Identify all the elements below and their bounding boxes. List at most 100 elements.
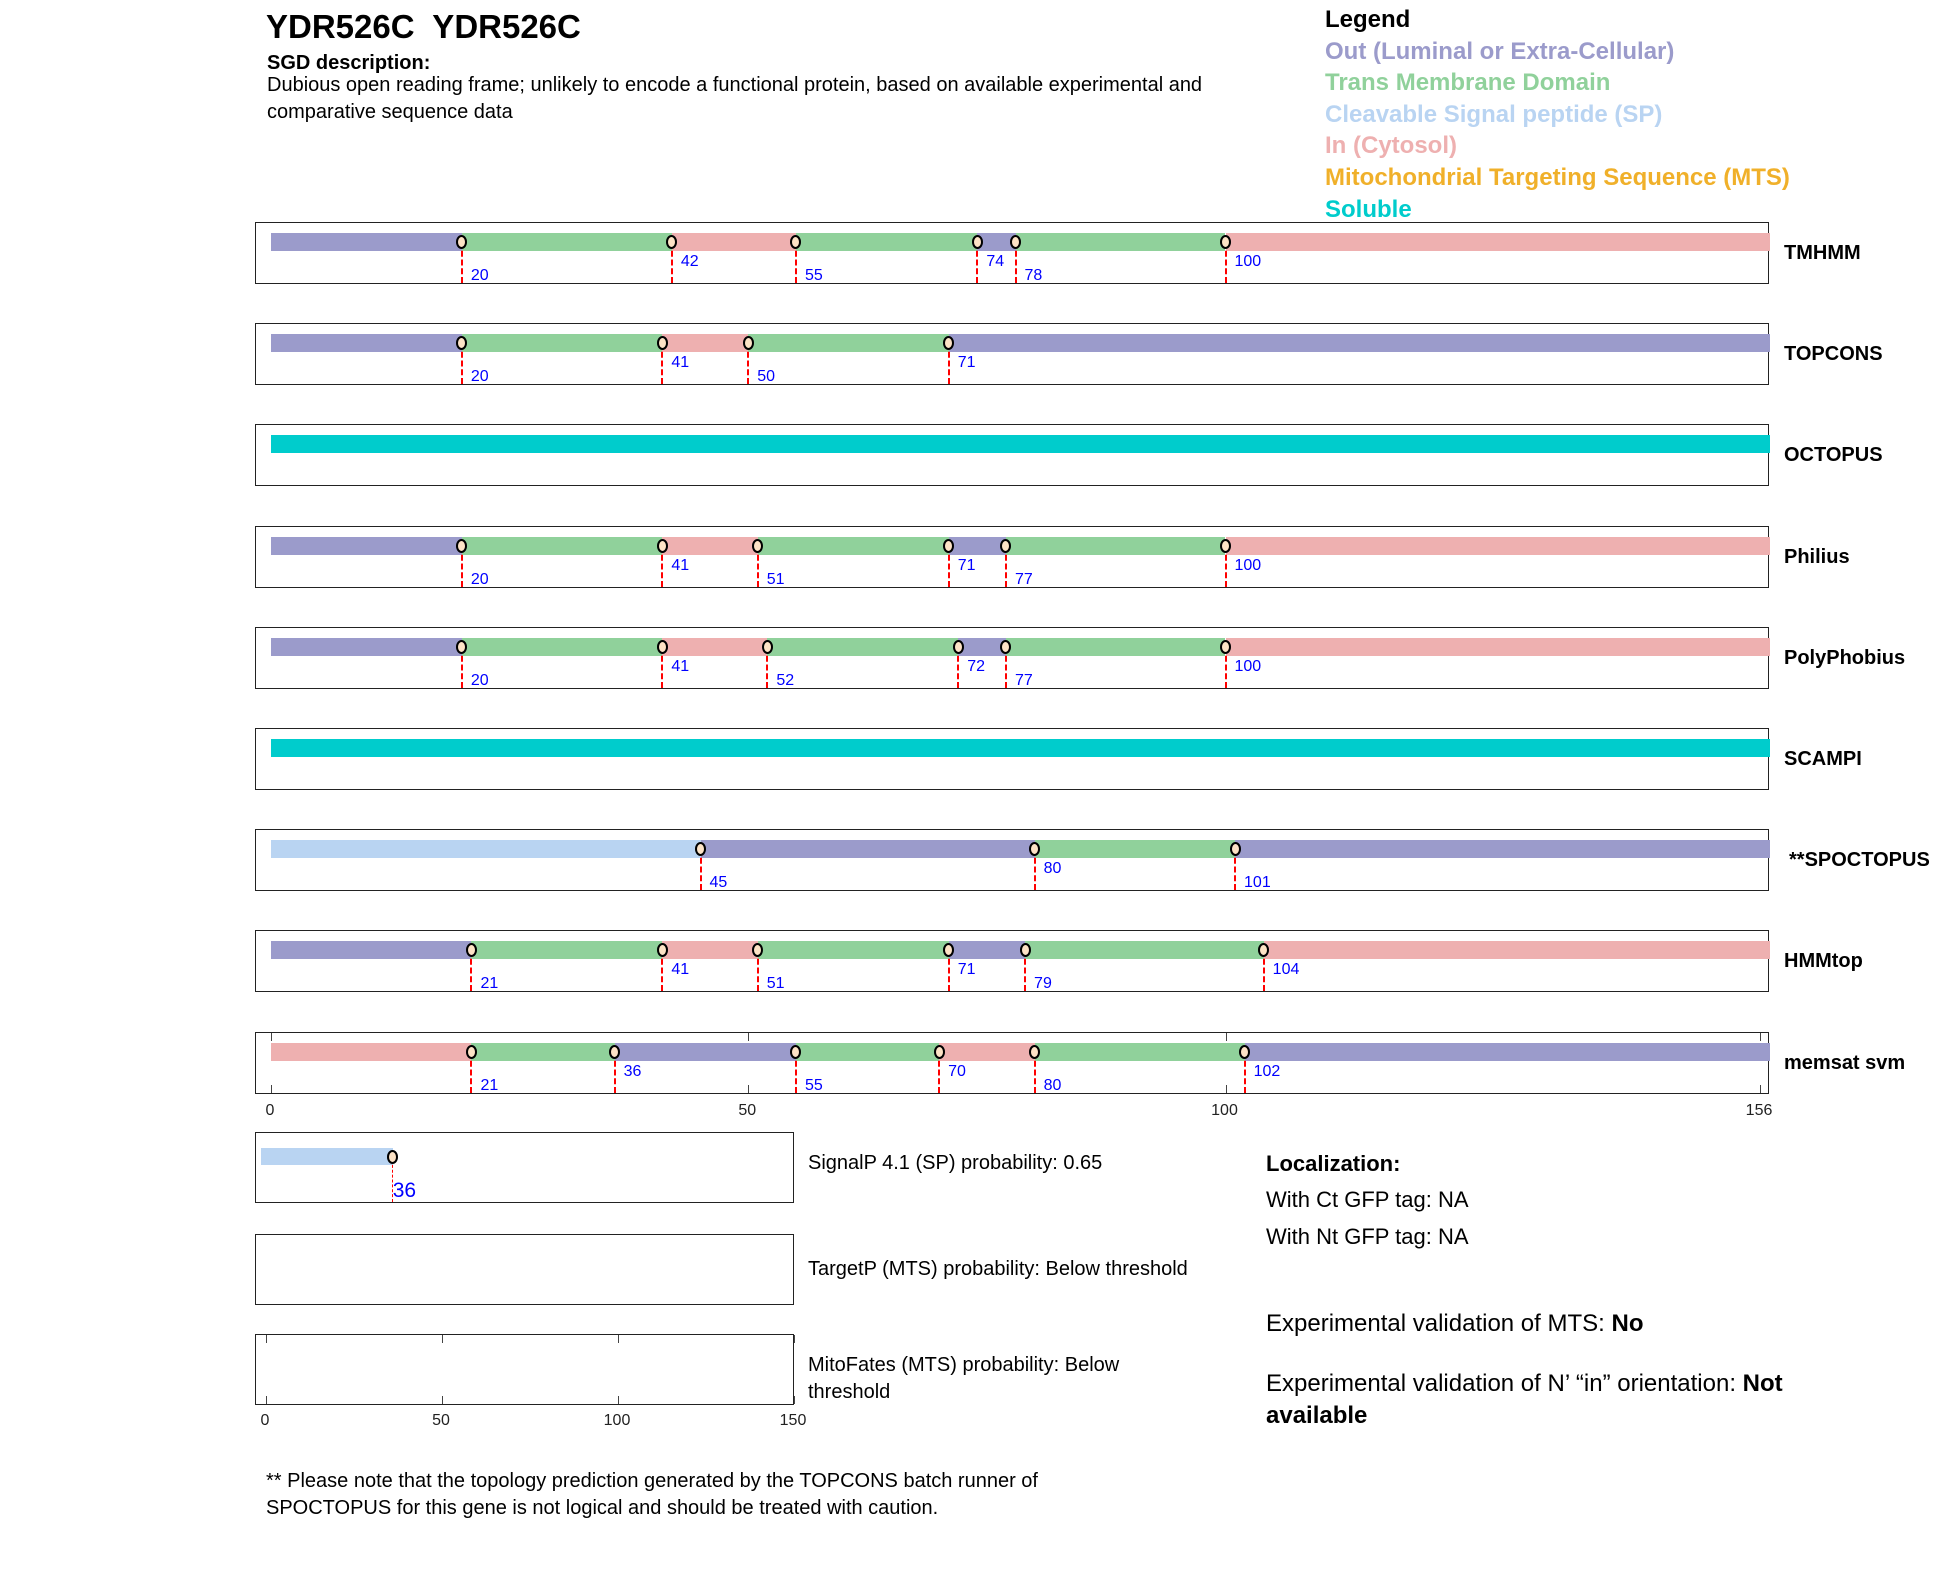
track-name-tmhmm: TMHMM	[1784, 242, 1861, 264]
mitofates-box	[255, 1334, 795, 1405]
small-axis-tick	[618, 1396, 619, 1404]
boundary-marker	[1258, 943, 1270, 958]
boundary-line	[756, 950, 759, 992]
boundary-line	[957, 646, 960, 688]
boundary-label: 36	[392, 1179, 417, 1202]
axis-tick-label: 100	[1211, 1101, 1238, 1119]
orientation-validation-label: Experimental validation of N’ “in” orien…	[1266, 1370, 1743, 1397]
track-box: 20 41 50 71	[255, 323, 1770, 386]
track-box	[255, 424, 1770, 487]
boundary-label: 79	[1034, 975, 1052, 993]
boundary-label: 78	[1024, 267, 1043, 284]
boundary-marker	[1220, 538, 1231, 553]
segment-tm	[461, 233, 672, 251]
segment-tm	[795, 233, 978, 251]
boundary-marker	[1019, 943, 1031, 958]
segment-tm	[461, 637, 663, 656]
segment-sp	[271, 840, 701, 859]
boundary-line	[670, 242, 673, 283]
small-axis-tick	[794, 1396, 795, 1404]
boundary-line	[661, 950, 664, 992]
small-axis-tick-label: 50	[432, 1412, 450, 1429]
boundary-label: 52	[776, 671, 795, 689]
boundary-label: 51	[766, 975, 785, 993]
track-box: 20 42 55 74 78 100	[255, 222, 1770, 284]
boundary-label: 102	[1253, 1062, 1281, 1080]
boundary-marker	[609, 1044, 621, 1059]
segment-in	[1225, 536, 1770, 555]
boundary-marker	[971, 235, 983, 249]
segment-in	[662, 334, 749, 353]
footnote-line-1: ** Please note that the topology predict…	[266, 1470, 1038, 1492]
legend-item-in: In (Cytosol)	[1325, 132, 1457, 160]
small-axis-tick-label: 150	[779, 1412, 807, 1429]
boundary-marker	[1029, 1044, 1041, 1059]
localization-nt: With Nt GFP tag: NA	[1266, 1224, 1469, 1249]
track-name-polyphobius: PolyPhobius	[1784, 646, 1906, 669]
axis-tick-label: 156	[1745, 1101, 1773, 1119]
boundary-label: 71	[957, 961, 976, 979]
boundary-marker	[1000, 538, 1012, 553]
boundary-marker	[952, 639, 964, 654]
axis-tick	[1760, 1032, 1762, 1041]
segment-tm	[1034, 840, 1236, 859]
small-axis-tick	[794, 1335, 795, 1343]
boundary-marker	[695, 842, 707, 857]
track-box	[255, 728, 1770, 790]
segment-out	[614, 1042, 796, 1061]
boundary-marker	[456, 336, 468, 351]
segment-out	[948, 536, 1006, 555]
boundary-marker	[656, 336, 668, 351]
boundary-line	[613, 1051, 616, 1093]
segment-out	[271, 941, 472, 960]
boundary-label: 42	[680, 253, 699, 270]
gene-title: YDR526C YDR526C	[266, 8, 581, 45]
segment-tm	[471, 941, 663, 960]
boundary-marker	[790, 1044, 802, 1059]
boundary-line	[1033, 849, 1036, 891]
mitofates-text-2: threshold	[808, 1381, 891, 1403]
boundary-marker	[761, 639, 773, 654]
footnote-line-2: SPOCTOPUS for this gene is not logical a…	[266, 1497, 939, 1519]
orientation-validation-value-2: available	[1266, 1402, 1368, 1429]
boundary-line	[460, 545, 463, 587]
boundary-line	[1014, 242, 1017, 283]
boundary-marker	[943, 943, 955, 958]
boundary-line	[460, 646, 463, 688]
axis-tick	[1225, 1032, 1227, 1041]
boundary-marker	[933, 1044, 945, 1059]
segment-tm	[461, 536, 663, 555]
boundary-line	[391, 1160, 393, 1202]
boundary-line	[766, 646, 769, 688]
boundary-label: 20	[470, 570, 489, 588]
boundary-line	[661, 545, 664, 587]
boundary-line	[470, 1051, 473, 1093]
track-box: 21 36 55 70 80 102	[255, 1031, 1770, 1094]
boundary-line	[1224, 646, 1227, 688]
boundary-marker	[1220, 235, 1231, 249]
segment-out	[1244, 1042, 1770, 1061]
boundary-label: 41	[671, 961, 690, 979]
legend-item-soluble: Soluble	[1325, 195, 1412, 223]
segment-tm	[461, 334, 663, 353]
boundary-marker	[752, 538, 764, 553]
boundary-line	[460, 343, 463, 385]
targetp-box	[255, 1234, 794, 1305]
boundary-line	[747, 343, 750, 385]
track-box: 20 41 51 71 77 100	[255, 525, 1770, 588]
boundary-line	[794, 242, 797, 283]
sgd-heading: SGD description:	[267, 52, 431, 74]
segment-in	[662, 941, 758, 960]
segment-tm	[1034, 1042, 1245, 1061]
boundary-label: 21	[480, 1076, 499, 1094]
boundary-label: 71	[957, 556, 976, 574]
segment-out	[1235, 840, 1770, 859]
boundary-line	[661, 646, 664, 688]
segment-tm	[1015, 233, 1226, 251]
boundary-marker	[752, 943, 764, 958]
segment-in	[671, 233, 796, 251]
legend-item-tm: Trans Membrane Domain	[1325, 69, 1611, 97]
boundary-line	[976, 242, 979, 283]
boundary-label: 80	[1043, 860, 1062, 878]
segment-out	[977, 233, 1016, 251]
